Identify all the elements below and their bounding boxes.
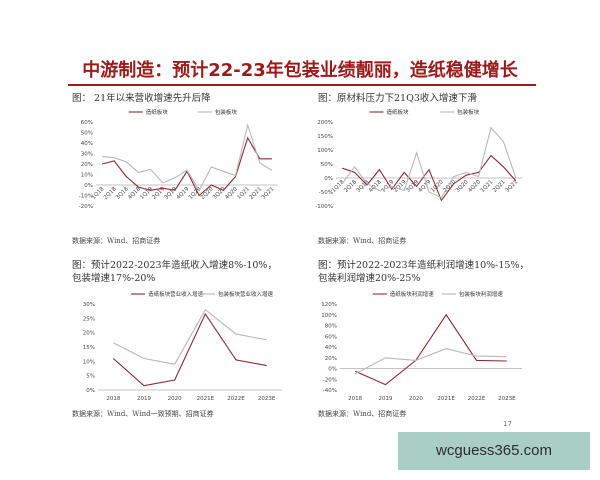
x-tick-label: 2023E — [258, 396, 276, 402]
y-tick-label: 40% — [325, 345, 337, 351]
x-tick-label: 2023E — [498, 396, 516, 402]
y-tick-label: 60% — [81, 120, 93, 126]
series-line-1 — [112, 312, 267, 387]
legend-label: 造纸板块 — [146, 108, 169, 116]
x-tick-label: 2022E — [468, 396, 486, 402]
x-tick-label: 2020 — [409, 396, 423, 402]
x-tick-label: 2019 — [137, 396, 151, 402]
y-tick-label: 100% — [321, 313, 337, 319]
y-tick-label: 200% — [317, 120, 333, 126]
x-tick-label: 2022E — [227, 396, 245, 402]
y-tick-label: 120% — [321, 302, 337, 308]
panel-1-source: 数据来源：Wind、招商证券 — [72, 237, 161, 245]
series-line-1 — [342, 154, 517, 202]
panel-2: 图：原材料压力下21Q3收入增速下滑 — [318, 92, 566, 105]
y-tick-label: -20% — [79, 204, 93, 210]
x-tick-label: 2021E — [437, 396, 455, 402]
page-title: 中游制造：预计22-23年包装业绩靓丽，造纸稳健增长 — [82, 60, 518, 81]
x-tick-label: 2018 — [348, 396, 362, 402]
watermark-banner: wcguess365.com — [398, 432, 590, 470]
panel-4-source: 数据来源：Wind、招商证券 — [318, 410, 407, 418]
y-tick-label: 25% — [83, 316, 95, 322]
panel-1-title: 图： 21年以来营收增速先升后降 — [72, 93, 211, 104]
y-tick-label: 20% — [81, 162, 93, 168]
y-tick-label: 10% — [83, 359, 95, 365]
panel-4-title: 图：预计2022-2023年造纸利润增速10%-15%， 包装利润增速20%-2… — [318, 260, 530, 284]
x-tick-label: 3Q21 — [504, 179, 519, 194]
x-tick-label: 1Q21 — [236, 186, 251, 201]
y-tick-label: 0% — [324, 176, 333, 182]
y-tick-label: 30% — [81, 152, 93, 158]
y-tick-label: 20% — [83, 331, 95, 337]
y-tick-label: 150% — [317, 134, 333, 140]
y-tick-label: 10% — [81, 173, 93, 179]
chart-3: 0% 5% 10% 15% 20% 25% 30% 2018 2019 2020 2021E 2022… — [83, 290, 282, 402]
legend-label: 造纸板块营业收入增速 — [148, 290, 204, 298]
x-tick-label: 2Q21 — [492, 179, 507, 194]
y-tick-label: -100% — [315, 204, 333, 210]
legend-label: 造纸板块利润增速 — [390, 290, 435, 298]
legend-label: 包装板块营业收入增速 — [218, 290, 274, 298]
x-tick-label: 3Q21 — [261, 186, 276, 201]
chart-4: -40% -20% 0% 20% 40% 60% 80% 100% 120% 2018 2019 20… — [321, 290, 522, 402]
y-tick-label: 100% — [317, 148, 333, 154]
legend-label: 包装板块 — [215, 108, 238, 116]
y-tick-label: 15% — [83, 345, 95, 351]
series-line-2 — [113, 308, 267, 365]
series-line-2 — [354, 348, 507, 375]
panel-2-source: 数据来源：Wind、招商证券 — [318, 237, 407, 245]
chart-1: -20%-10%0%10%20%30%40%50%60%1Q182Q183Q18… — [79, 108, 278, 210]
series-line-1 — [354, 313, 507, 386]
y-tick-label: -40% — [323, 388, 337, 394]
y-tick-label: 80% — [325, 324, 337, 330]
panel-4: 图：预计2022-2023年造纸利润增速10%-15%， 包装利润增速20%-2… — [318, 259, 566, 285]
legend-label: 包装板块 — [457, 108, 480, 116]
y-tick-label: 0% — [84, 183, 93, 189]
legend-label: 造纸板块 — [386, 108, 409, 116]
series-line-2 — [341, 126, 517, 199]
y-tick-label: 0% — [86, 388, 95, 394]
x-tick-label: 2Q21 — [248, 186, 263, 201]
y-tick-label: 40% — [81, 141, 93, 147]
panel-3-title: 图：预计2022-2023年造纸收入增速8%-10%， 包装增速17%-20% — [72, 260, 277, 284]
y-tick-label: 50% — [81, 131, 93, 137]
x-tick-label: 1Q21 — [480, 179, 495, 194]
panel-1: 图： 21年以来营收增速先升后降 — [72, 92, 320, 105]
chart-2: -100%-50%0%50%100%150%200%1Q182Q183Q184Q… — [315, 108, 522, 210]
page-number: 17 — [503, 420, 512, 428]
panel-3: 图：预计2022-2023年造纸收入增速8%-10%， 包装增速17%-20% — [72, 259, 320, 285]
y-tick-label: 60% — [325, 334, 337, 340]
y-tick-label: 5% — [86, 374, 95, 380]
y-tick-label: 30% — [83, 302, 95, 308]
y-tick-label: 50% — [321, 162, 333, 168]
panel-2-title: 图：原材料压力下21Q3收入增速下滑 — [318, 93, 477, 104]
y-tick-label: -10% — [79, 194, 93, 200]
y-tick-label: 20% — [325, 356, 337, 362]
y-tick-label: -50% — [319, 190, 333, 196]
x-tick-label: 4Q20 — [467, 179, 482, 194]
legend-label: 包装板块利润增速 — [459, 290, 504, 298]
x-tick-label: 2021E — [197, 396, 215, 402]
x-tick-label: 2018 — [106, 396, 120, 402]
series-line-2 — [102, 123, 273, 192]
panel-3-source: 数据来源：Wind、Wind一致预期、招商证券 — [72, 410, 214, 418]
y-tick-label: 0% — [328, 367, 337, 373]
title-divider — [68, 84, 536, 86]
y-tick-label: -20% — [323, 377, 337, 383]
x-tick-label: 2019 — [379, 396, 393, 402]
x-tick-label: 2020 — [168, 396, 182, 402]
x-tick-label: 2Q18 — [343, 179, 358, 194]
